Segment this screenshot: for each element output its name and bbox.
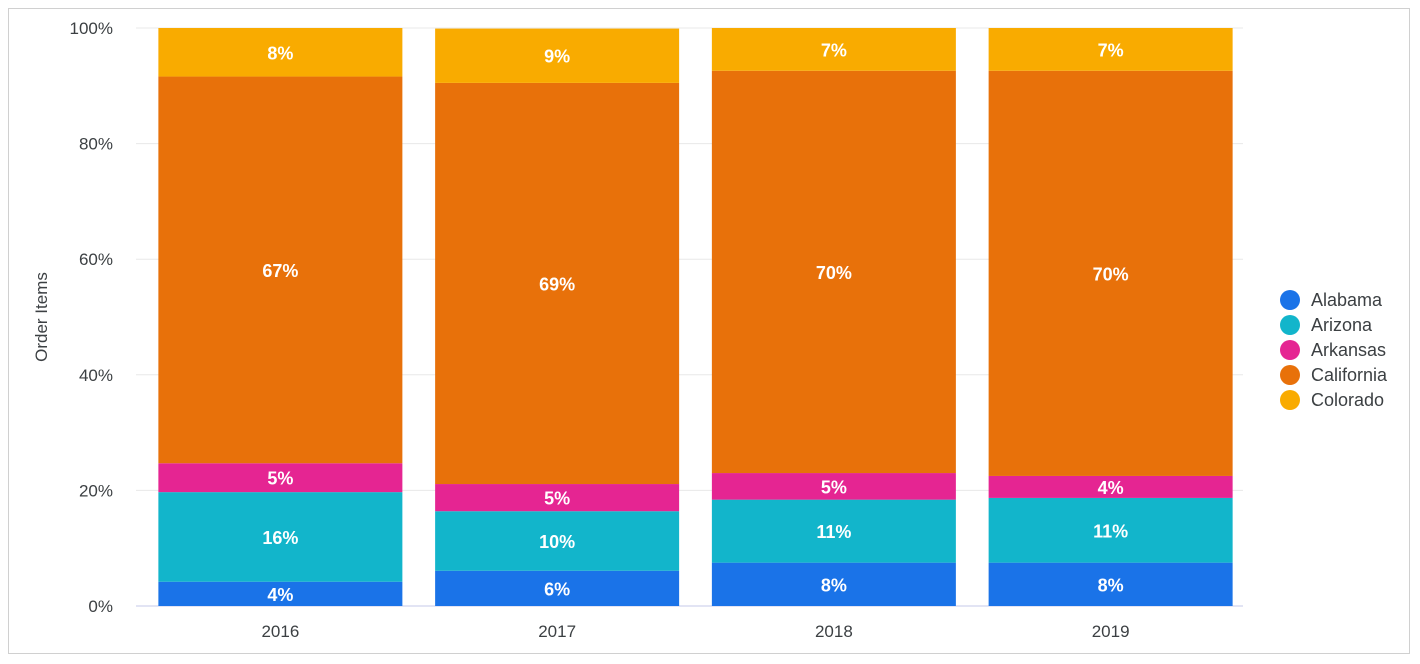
y-axis-label: Order Items: [32, 272, 51, 362]
data-label: 5%: [267, 469, 293, 489]
y-tick-label: 20%: [79, 481, 113, 500]
data-label: 16%: [262, 528, 298, 548]
legend-label: Arizona: [1311, 315, 1373, 335]
data-label: 7%: [1098, 40, 1124, 60]
data-label: 9%: [544, 47, 570, 67]
bar-segment-arizona: [711, 499, 956, 563]
bar-segment-arkansas: [435, 484, 680, 512]
legend-label: California: [1311, 365, 1388, 385]
data-label: 67%: [262, 261, 298, 281]
legend: Alabama Arizona Arkansas California Colorado: [1280, 290, 1388, 410]
y-tick-label: 40%: [79, 366, 113, 385]
bar-segment-california: [988, 70, 1233, 476]
data-label: 70%: [816, 263, 852, 283]
bar-segment-alabama: [988, 562, 1233, 606]
bar-segment-colorado: [435, 28, 680, 83]
data-label: 11%: [816, 522, 851, 542]
chart-frame: [8, 8, 1410, 654]
data-label: 11%: [1093, 521, 1128, 541]
bar-segment-california: [711, 70, 956, 474]
x-tick-label: 2017: [538, 622, 576, 641]
legend-label: Colorado: [1311, 390, 1384, 410]
data-label: 8%: [1098, 575, 1124, 595]
y-tick-label: 100%: [70, 19, 113, 38]
bar-segment-colorado: [988, 28, 1233, 71]
data-label: 8%: [821, 575, 847, 595]
y-tick-label: 0%: [88, 597, 113, 616]
bar-segment-arkansas: [158, 463, 403, 493]
data-label: 8%: [267, 43, 293, 63]
bar-segment-alabama: [711, 562, 956, 606]
x-tick-label: 2018: [815, 622, 853, 641]
x-tick-label: 2016: [261, 622, 299, 641]
x-tick-label: 2019: [1092, 622, 1130, 641]
data-label: 10%: [539, 532, 575, 552]
legend-swatch-arkansas: [1280, 340, 1300, 360]
bar-segment-arkansas: [711, 473, 956, 500]
data-label: 5%: [544, 489, 570, 509]
bar-segment-california: [435, 82, 680, 485]
y-axis: 0% 20% 40% 60% 80% 100%: [70, 19, 113, 616]
data-label: 6%: [544, 579, 570, 599]
bar-segment-alabama: [158, 581, 403, 606]
y-tick-label: 60%: [79, 250, 113, 269]
legend-swatch-alabama: [1280, 290, 1300, 310]
bar-segment-arkansas: [988, 475, 1233, 498]
data-label: 4%: [267, 585, 293, 605]
data-label: 7%: [821, 40, 847, 60]
bar-segment-california: [158, 76, 403, 464]
legend-swatch-california: [1280, 365, 1300, 385]
bar-segment-colorado: [158, 28, 403, 77]
bar-segment-arizona: [435, 511, 680, 571]
data-label: 70%: [1093, 264, 1129, 284]
legend-swatch-colorado: [1280, 390, 1300, 410]
legend-swatch-arizona: [1280, 315, 1300, 335]
bar-segment-alabama: [435, 570, 680, 606]
bar-segment-arizona: [158, 492, 403, 582]
data-label: 5%: [821, 477, 847, 497]
bar-segment-colorado: [711, 28, 956, 71]
legend-label: Alabama: [1311, 290, 1383, 310]
bar-segment-arizona: [988, 497, 1233, 563]
y-tick-label: 80%: [79, 135, 113, 154]
data-label: 4%: [1098, 478, 1124, 498]
legend-label: Arkansas: [1311, 340, 1386, 360]
bars: 4% 16% 5% 67% 8% 6% 10% 5% 69% 9% 8% 11% 5% 70% 7% 8% 11…: [158, 28, 1233, 606]
x-axis: 2016 2017 2018 2019: [261, 622, 1129, 641]
data-label: 69%: [539, 274, 575, 294]
